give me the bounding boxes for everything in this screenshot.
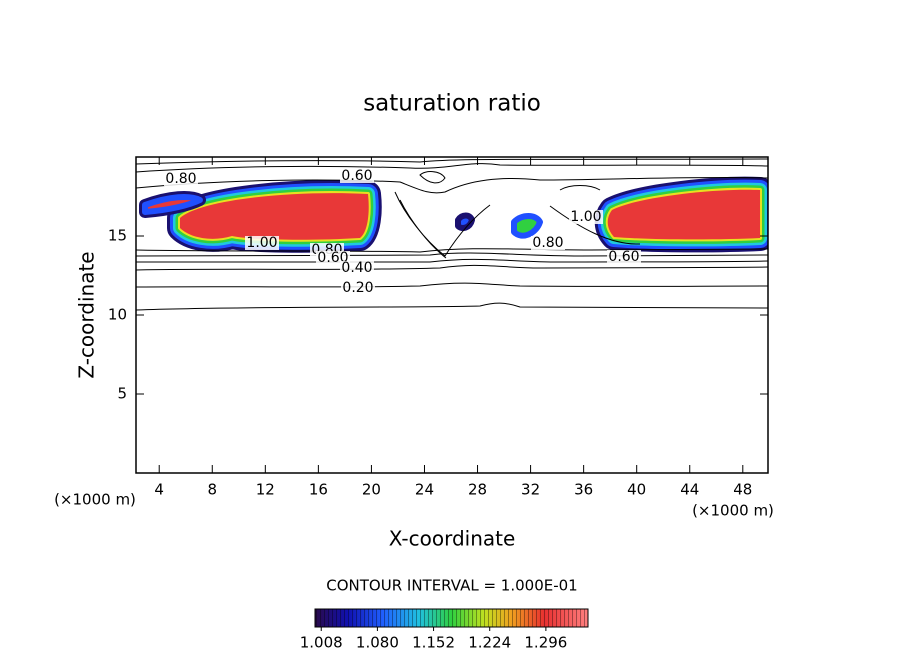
contour-label: 0.60 — [341, 168, 372, 184]
x-tick-label: 32 — [521, 481, 540, 499]
contour-label: 1.00 — [246, 235, 277, 251]
colorbar-tick-label: 1.152 — [412, 634, 455, 652]
contour-label-bg — [164, 172, 198, 186]
y-tick-label: 15 — [108, 227, 127, 245]
colorbar-tick-label: 1.224 — [468, 634, 511, 652]
x-tick-label: 4 — [154, 481, 164, 499]
x-tick-label: 24 — [415, 481, 434, 499]
contour-label-bg — [340, 261, 374, 275]
contour-label-bg — [531, 236, 565, 250]
x-tick-label: 44 — [680, 481, 699, 499]
y-axis-label: Z-coordinate — [75, 251, 99, 378]
x-tick-label: 40 — [627, 481, 646, 499]
x-axis-label: X-coordinate — [389, 527, 516, 551]
colorbar-tick-label: 1.008 — [300, 634, 343, 652]
x-tick-label: 16 — [309, 481, 328, 499]
filled-contours — [136, 158, 768, 311]
contour-label: 0.40 — [341, 260, 372, 276]
contour-label-bg — [569, 210, 603, 224]
x-tick-label: 48 — [733, 481, 752, 499]
contour-label-bg — [340, 169, 374, 183]
x-tick-label: 36 — [574, 481, 593, 499]
contour-label-bg — [607, 250, 641, 264]
x-tick-label: 20 — [362, 481, 381, 499]
contour-label: 0.20 — [342, 280, 373, 296]
colorbar-tick-label: 1.080 — [356, 634, 399, 652]
x-tick-label: 12 — [256, 481, 275, 499]
contour-label: 1.00 — [570, 209, 601, 225]
y-tick-label: 5 — [117, 385, 127, 403]
contour-label-bg — [245, 236, 279, 250]
contour-label: 0.60 — [608, 249, 639, 265]
contour-label: 0.80 — [532, 235, 563, 251]
x-unit-label: (×1000 m) — [692, 502, 774, 520]
contour-interval: CONTOUR INTERVAL = 1.000E-01 — [326, 577, 577, 595]
contour-label: 0.80 — [165, 171, 196, 187]
colorbar-frame — [314, 608, 589, 628]
chart-title: saturation ratio — [363, 91, 541, 117]
colorbar-tick-label: 1.296 — [524, 634, 567, 652]
x-tick-label: 8 — [207, 481, 217, 499]
y-tick-label: 10 — [108, 306, 127, 324]
contour-label-bg — [341, 281, 375, 295]
y-unit-label: (×1000 m) — [54, 491, 136, 509]
x-tick-label: 28 — [468, 481, 487, 499]
